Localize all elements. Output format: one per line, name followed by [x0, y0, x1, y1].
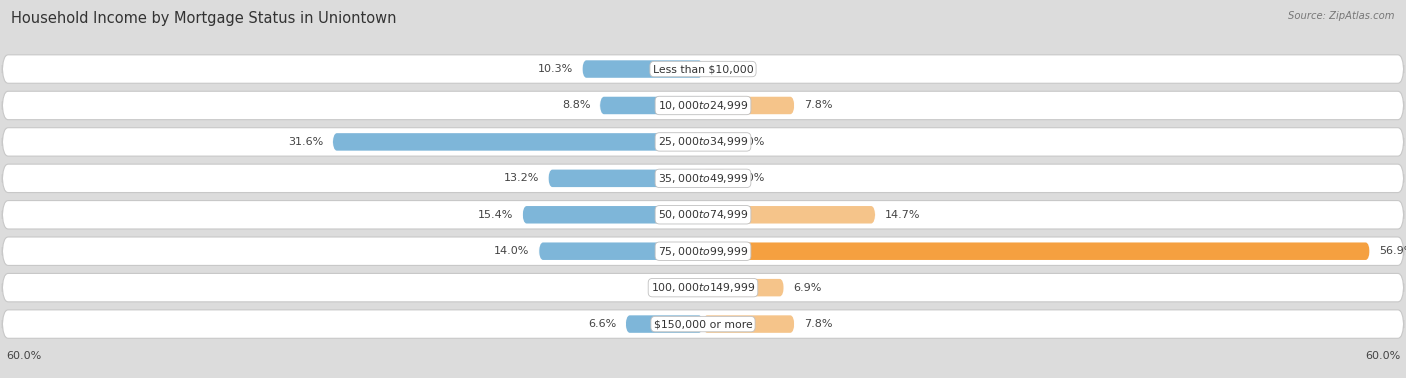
Text: 60.0%: 60.0%	[6, 352, 41, 361]
Text: $10,000 to $24,999: $10,000 to $24,999	[658, 99, 748, 112]
Text: 7.8%: 7.8%	[804, 319, 832, 329]
FancyBboxPatch shape	[703, 242, 1369, 260]
FancyBboxPatch shape	[703, 133, 727, 151]
FancyBboxPatch shape	[3, 201, 1403, 229]
Text: 56.9%: 56.9%	[1379, 246, 1406, 256]
Text: 0.0%: 0.0%	[665, 283, 693, 293]
Text: $150,000 or more: $150,000 or more	[654, 319, 752, 329]
FancyBboxPatch shape	[703, 97, 794, 114]
FancyBboxPatch shape	[703, 206, 875, 223]
Text: 14.0%: 14.0%	[495, 246, 530, 256]
Text: 14.7%: 14.7%	[884, 210, 920, 220]
FancyBboxPatch shape	[548, 170, 703, 187]
Text: $75,000 to $99,999: $75,000 to $99,999	[658, 245, 748, 258]
Text: 6.9%: 6.9%	[793, 283, 821, 293]
FancyBboxPatch shape	[582, 60, 703, 78]
Text: Less than $10,000: Less than $10,000	[652, 64, 754, 74]
Text: 8.8%: 8.8%	[562, 101, 591, 110]
FancyBboxPatch shape	[626, 315, 703, 333]
Text: Household Income by Mortgage Status in Uniontown: Household Income by Mortgage Status in U…	[11, 11, 396, 26]
FancyBboxPatch shape	[703, 315, 794, 333]
Text: $100,000 to $149,999: $100,000 to $149,999	[651, 281, 755, 294]
Text: 2.0%: 2.0%	[735, 174, 765, 183]
Text: 6.6%: 6.6%	[588, 319, 616, 329]
Text: 0.0%: 0.0%	[713, 64, 741, 74]
Text: 2.0%: 2.0%	[735, 137, 765, 147]
FancyBboxPatch shape	[333, 133, 703, 151]
Text: 13.2%: 13.2%	[503, 174, 538, 183]
FancyBboxPatch shape	[600, 97, 703, 114]
Text: 10.3%: 10.3%	[537, 64, 574, 74]
Text: Source: ZipAtlas.com: Source: ZipAtlas.com	[1288, 11, 1395, 21]
Text: 15.4%: 15.4%	[478, 210, 513, 220]
FancyBboxPatch shape	[538, 242, 703, 260]
FancyBboxPatch shape	[3, 128, 1403, 156]
Text: 7.8%: 7.8%	[804, 101, 832, 110]
FancyBboxPatch shape	[703, 170, 727, 187]
FancyBboxPatch shape	[3, 55, 1403, 83]
FancyBboxPatch shape	[3, 310, 1403, 338]
FancyBboxPatch shape	[3, 237, 1403, 265]
FancyBboxPatch shape	[3, 273, 1403, 302]
Text: $35,000 to $49,999: $35,000 to $49,999	[658, 172, 748, 185]
FancyBboxPatch shape	[703, 279, 785, 296]
Text: $50,000 to $74,999: $50,000 to $74,999	[658, 208, 748, 221]
FancyBboxPatch shape	[3, 164, 1403, 192]
Text: 31.6%: 31.6%	[288, 137, 323, 147]
Text: $25,000 to $34,999: $25,000 to $34,999	[658, 135, 748, 149]
Text: 60.0%: 60.0%	[1365, 352, 1400, 361]
FancyBboxPatch shape	[3, 91, 1403, 120]
FancyBboxPatch shape	[523, 206, 703, 223]
